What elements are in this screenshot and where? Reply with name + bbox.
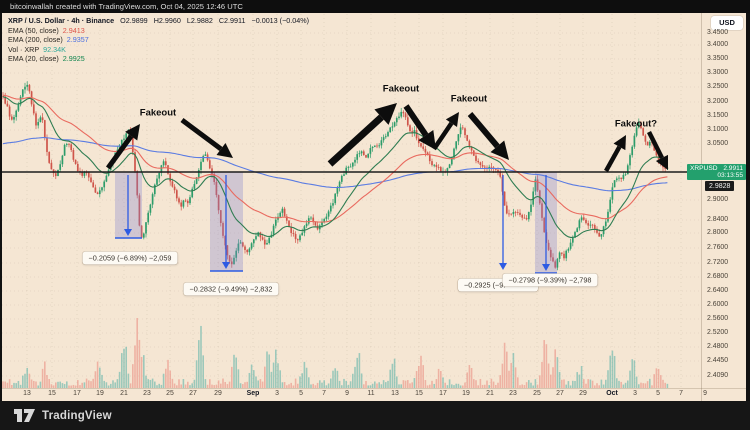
- indicator-label: EMA (20, close): [8, 54, 59, 64]
- legend-indicator-row[interactable]: Vol · XRP 92.34K: [8, 45, 309, 55]
- attribution-bar: bitcoinwallah created with TradingView.c…: [0, 0, 750, 13]
- time-tick-label: 9: [703, 390, 707, 397]
- price-range-measurement-label[interactable]: −0.2798 (−9.39%) −2,798: [502, 273, 598, 287]
- last-price-label: XRPUSD 2.9911 03:13:55: [687, 164, 746, 180]
- fakeout-annotation-label[interactable]: Fakeout: [450, 93, 488, 105]
- price-tick-label: 2.6000: [707, 301, 729, 308]
- ohlc-low: L2.9882: [186, 16, 213, 25]
- price-range-measurement-label[interactable]: −0.2832 (−9.49%) −2,832: [183, 282, 279, 296]
- time-tick-label: 3: [633, 390, 637, 397]
- time-tick-label: 13: [23, 390, 31, 397]
- time-tick-label: 29: [579, 390, 587, 397]
- indicator-value: 92.34K: [43, 44, 66, 54]
- time-tick-label: 21: [486, 390, 494, 397]
- chart-background: [2, 13, 746, 401]
- ohlc-open: O2.9899: [120, 16, 148, 25]
- last-price-value: 2.9911: [723, 165, 743, 172]
- price-tick-label: 3.1000: [707, 126, 729, 133]
- indicator-label: EMA (200, close): [8, 35, 63, 45]
- legend-indicator-row[interactable]: EMA (50, close) 2.9413: [8, 26, 309, 36]
- time-tick-label: 11: [367, 390, 375, 397]
- time-tick-label: 17: [439, 390, 447, 397]
- time-tick-label: 21: [120, 390, 128, 397]
- time-tick-label: 29: [214, 390, 222, 397]
- ohlc-change: −0.0013 (−0.04%): [251, 16, 310, 25]
- symbol-title: XRP / U.S. Dollar · 4h · Binance: [8, 16, 115, 25]
- ohlc-high: H2.9960: [153, 16, 181, 25]
- price-tick-label: 2.6400: [707, 287, 729, 294]
- legend: XRP / U.S. Dollar · 4h · Binance O2.9899…: [8, 16, 309, 64]
- price-tick-label: 3.2500: [707, 83, 729, 90]
- currency-toggle-button[interactable]: USD: [711, 16, 743, 30]
- time-tick-label: 13: [391, 390, 399, 397]
- fakeout-annotation-label[interactable]: Fakeout: [139, 107, 177, 119]
- price-tick-label: 2.6800: [707, 273, 729, 280]
- ohlc-close: C2.9911: [218, 16, 246, 25]
- time-tick-label: 17: [73, 390, 81, 397]
- price-tick-label: 3.0500: [707, 140, 729, 147]
- tradingview-logo-text: TradingView: [42, 409, 112, 422]
- time-tick-label: 19: [462, 390, 470, 397]
- price-tick-label: 2.8400: [707, 216, 729, 223]
- time-tick-label: 15: [48, 390, 56, 397]
- price-tick-label: 3.3500: [707, 55, 729, 62]
- time-tick-label: 25: [166, 390, 174, 397]
- price-tick-label: 2.4090: [707, 372, 729, 379]
- price-tick-label: 3.4500: [707, 29, 729, 36]
- price-axis-separator: [701, 13, 702, 401]
- price-tick-label: 2.5200: [707, 329, 729, 336]
- tradingview-logo[interactable]: TradingView: [14, 407, 112, 424]
- indicator-value: 2.9357: [66, 35, 89, 45]
- price-tick-label: 2.4800: [707, 343, 729, 350]
- time-tick-label: 27: [556, 390, 564, 397]
- price-tick-label: 2.7200: [707, 259, 729, 266]
- time-tick-label: Oct: [606, 390, 618, 397]
- attribution-text: bitcoinwallah created with TradingView.c…: [10, 2, 243, 11]
- price-tick-label: 3.1500: [707, 112, 729, 119]
- time-tick-label: 27: [189, 390, 197, 397]
- level-price-label: 2.9828: [705, 181, 735, 191]
- time-tick-label: 23: [143, 390, 151, 397]
- price-tick-label: 3.3000: [707, 69, 729, 76]
- time-tick-label: 25: [533, 390, 541, 397]
- fakeout-annotation-label[interactable]: Fakeout?: [614, 118, 658, 130]
- price-range-measurement-label[interactable]: −0.2059 (−6.89%) −2,059: [82, 251, 178, 265]
- time-tick-label: 9: [345, 390, 349, 397]
- time-tick-label: 7: [322, 390, 326, 397]
- time-tick-label: 19: [96, 390, 104, 397]
- indicator-label: Vol · XRP: [8, 44, 40, 54]
- time-tick-label: 15: [415, 390, 423, 397]
- indicator-value: 2.9925: [62, 54, 85, 64]
- time-tick-label: 3: [275, 390, 279, 397]
- fakeout-annotation-label[interactable]: Fakeout: [382, 83, 420, 95]
- price-tick-label: 2.4450: [707, 357, 729, 364]
- price-tick-label: 2.8000: [707, 229, 729, 236]
- last-price-symbol: XRPUSD: [690, 165, 718, 172]
- bar-countdown: 03:13:55: [717, 172, 743, 179]
- time-tick-label: Sep: [246, 390, 260, 397]
- tradingview-logo-icon: [14, 409, 35, 422]
- symbol-row[interactable]: XRP / U.S. Dollar · 4h · Binance O2.9899…: [8, 16, 309, 26]
- time-tick-label: 23: [509, 390, 517, 397]
- time-axis-separator: [2, 388, 746, 389]
- footer-bar: [0, 401, 750, 430]
- indicator-label: EMA (50, close): [8, 25, 59, 35]
- indicator-value: 2.9413: [62, 25, 85, 35]
- legend-indicator-row[interactable]: EMA (20, close) 2.9925: [8, 54, 309, 64]
- price-tick-label: 2.5600: [707, 315, 729, 322]
- price-tick-label: 2.9000: [707, 196, 729, 203]
- time-tick-label: 7: [679, 390, 683, 397]
- legend-indicator-row[interactable]: EMA (200, close) 2.9357: [8, 35, 309, 45]
- time-tick-label: 5: [656, 390, 660, 397]
- price-tick-label: 3.4000: [707, 41, 729, 48]
- price-tick-label: 2.7600: [707, 244, 729, 251]
- price-tick-label: 3.2000: [707, 98, 729, 105]
- time-tick-label: 5: [299, 390, 303, 397]
